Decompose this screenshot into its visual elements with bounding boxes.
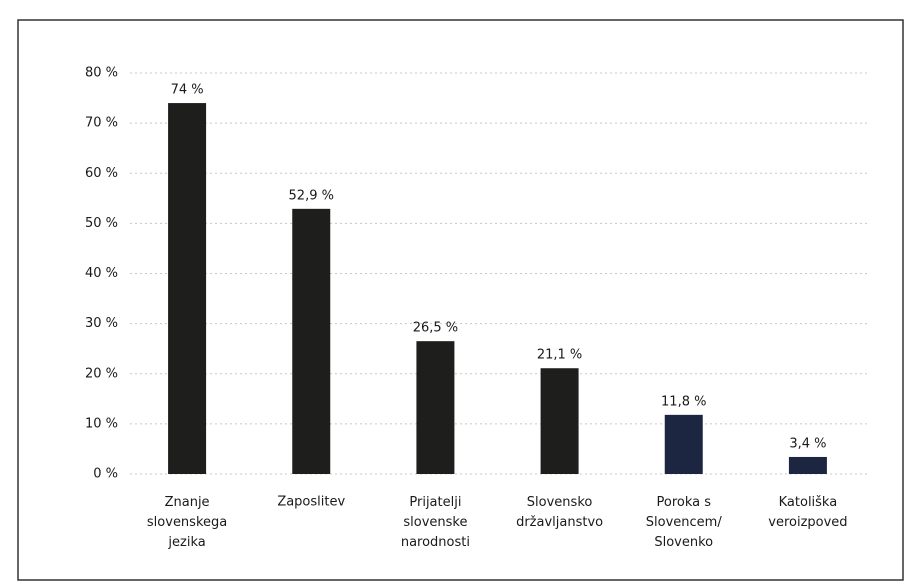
value-label: 21,1 % (537, 348, 582, 363)
x-tick-label: Zaposlitev (277, 495, 345, 510)
value-label: 74 % (171, 83, 204, 98)
value-label: 11,8 % (661, 394, 706, 409)
bar (540, 368, 579, 474)
y-tick-label: 60 % (85, 166, 118, 181)
x-tick-label: Znanje slovenskega jezika (147, 495, 227, 550)
y-tick-label: 80 % (85, 66, 118, 81)
bar (292, 208, 331, 474)
x-tick-label: Prijatelji slovenske narodnosti (401, 495, 470, 550)
y-tick-label: 30 % (85, 316, 118, 331)
bar (664, 414, 703, 474)
bar (788, 456, 827, 474)
x-tick-label: Katoliška veroizpoved (768, 495, 847, 530)
y-tick-label: 50 % (85, 216, 118, 231)
x-tick-label: Poroka s Slovencem/Slovenko (646, 495, 723, 550)
y-tick-label: 20 % (85, 366, 118, 381)
value-label: 26,5 % (413, 321, 458, 336)
bar (168, 103, 207, 474)
frame (17, 19, 904, 581)
value-label: 3,4 % (789, 436, 826, 451)
y-tick-label: 70 % (85, 116, 118, 131)
bar (416, 341, 455, 474)
x-tick-label: Slovensko državljanstvo (516, 495, 603, 530)
y-tick-label: 10 % (85, 416, 118, 431)
y-tick-label: 0 % (93, 467, 118, 482)
y-tick-label: 40 % (85, 266, 118, 281)
value-label: 52,9 % (289, 188, 334, 203)
